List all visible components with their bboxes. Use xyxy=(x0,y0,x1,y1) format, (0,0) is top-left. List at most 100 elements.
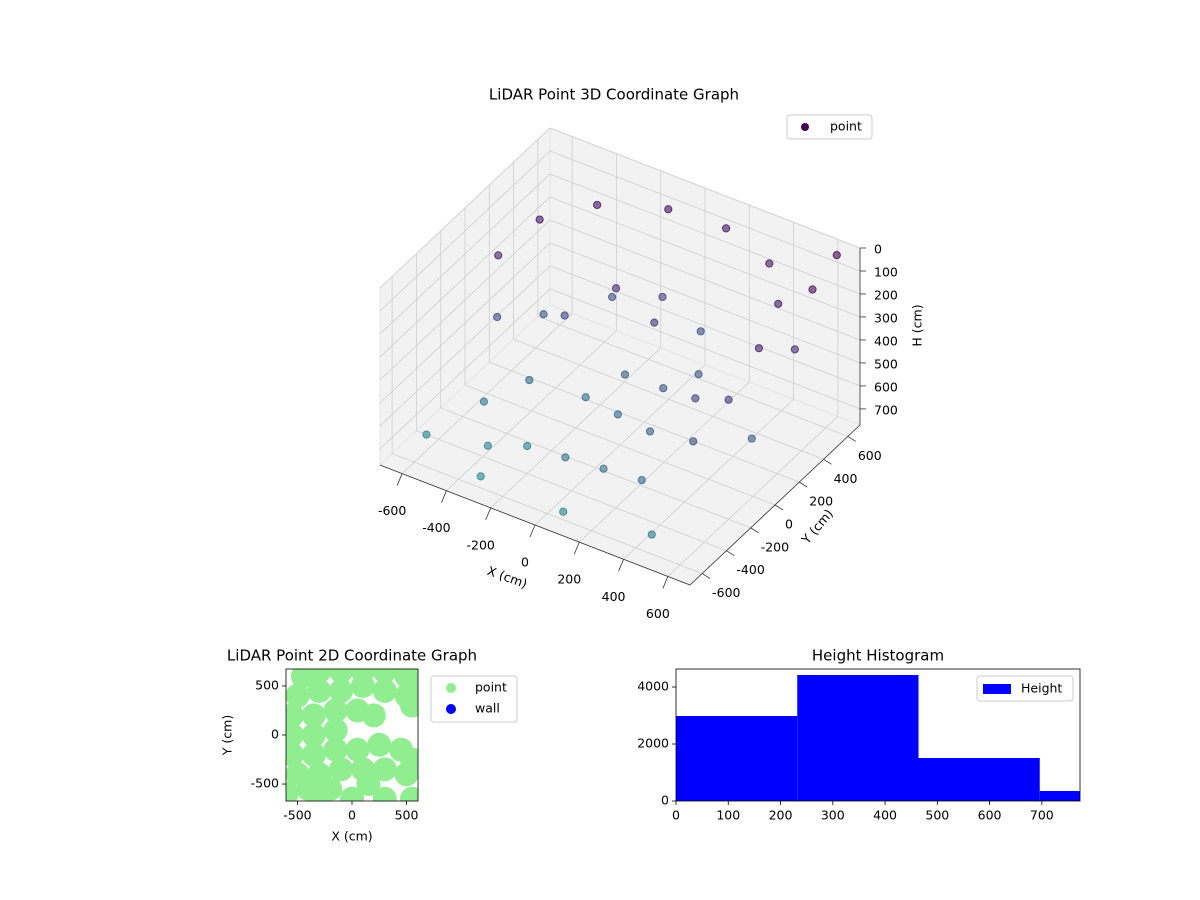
point xyxy=(650,318,659,327)
z-grid-line xyxy=(379,173,551,335)
legend-label: point xyxy=(830,119,862,134)
bar xyxy=(676,716,798,801)
point xyxy=(790,345,799,354)
z-tick-label: 300 xyxy=(874,310,898,325)
point xyxy=(422,430,431,439)
point xyxy=(301,723,326,747)
point xyxy=(611,284,621,293)
z-tick-label: 400 xyxy=(874,333,898,348)
y-tick-label: 600 xyxy=(858,448,882,463)
point xyxy=(483,441,492,450)
legend-box xyxy=(976,675,1074,702)
y-tick-label: 0 xyxy=(785,517,793,532)
point xyxy=(329,669,354,684)
bar xyxy=(1039,790,1080,801)
x-tick-label: 400 xyxy=(602,589,626,604)
point xyxy=(691,394,700,403)
x-tick-label: 600 xyxy=(978,808,1002,823)
x-tick xyxy=(529,524,536,538)
legend-marker xyxy=(801,123,809,131)
z-grid-line xyxy=(549,127,861,249)
point xyxy=(754,344,764,353)
y-tick xyxy=(774,504,784,511)
y-tick-label: 200 xyxy=(809,494,833,509)
x-tick-label: 0 xyxy=(521,555,529,570)
point xyxy=(664,205,673,214)
point xyxy=(593,200,602,210)
point xyxy=(323,737,348,762)
y-tick-label: 2000 xyxy=(637,736,669,751)
x-tick-label: 700 xyxy=(1030,808,1054,823)
point xyxy=(808,285,817,294)
point xyxy=(400,693,418,718)
z-grid-line xyxy=(379,150,551,312)
y-grid-line xyxy=(489,361,800,483)
y-tick-label: -400 xyxy=(736,562,764,577)
point xyxy=(724,395,733,404)
y-grid-line xyxy=(513,338,824,460)
point xyxy=(307,678,332,703)
point xyxy=(658,292,667,302)
point xyxy=(323,718,348,743)
y-tick xyxy=(847,436,857,442)
y-grid-line xyxy=(464,384,776,506)
y-tick xyxy=(799,481,808,488)
point xyxy=(559,507,568,516)
axes-frame xyxy=(285,668,419,802)
x-tick-label: 200 xyxy=(769,808,793,823)
x-tick-label: 0 xyxy=(348,808,356,823)
legend-marker xyxy=(446,683,456,693)
x-tick-label: 0 xyxy=(672,808,680,823)
z-tick-label: 500 xyxy=(874,356,898,371)
point xyxy=(560,311,569,320)
y-tick xyxy=(701,573,711,579)
point xyxy=(832,251,841,260)
y-axis-line xyxy=(689,424,861,586)
x-tick-label: 300 xyxy=(821,808,845,823)
point xyxy=(323,698,348,723)
point xyxy=(765,259,774,268)
x-axis-label: X (cm) xyxy=(331,829,372,844)
y-grid-line xyxy=(537,316,849,437)
y-tick-label: -600 xyxy=(712,585,740,600)
y-tick xyxy=(726,550,735,557)
z-grid-line xyxy=(379,219,551,381)
point xyxy=(372,678,397,703)
legend-box xyxy=(430,675,518,723)
point xyxy=(696,327,705,336)
y-tick-label: 4000 xyxy=(637,679,669,694)
point xyxy=(645,427,655,436)
z-grid-line xyxy=(549,219,861,341)
point xyxy=(372,786,397,801)
point xyxy=(286,683,310,708)
x-tick xyxy=(396,473,403,486)
point xyxy=(286,723,304,747)
axes-frame xyxy=(675,668,1081,802)
y-tick-label: 500 xyxy=(255,677,279,692)
y-grid-line xyxy=(416,430,727,552)
z-grid-line xyxy=(549,288,861,410)
point xyxy=(307,669,332,684)
point xyxy=(340,786,364,801)
point xyxy=(329,678,354,703)
z-grid-line xyxy=(549,242,861,364)
point xyxy=(747,434,756,443)
chart-title: Height Histogram xyxy=(812,647,944,665)
y-tick xyxy=(750,527,759,534)
point xyxy=(581,393,590,402)
point xyxy=(286,742,304,767)
z-tick-label: 700 xyxy=(874,402,898,417)
z-grid-line xyxy=(379,288,551,450)
bar xyxy=(797,675,919,801)
x-tick-label: 400 xyxy=(873,808,897,823)
point xyxy=(286,703,304,728)
x-tick-label: 600 xyxy=(646,606,670,621)
x-tick-label: -400 xyxy=(422,520,450,535)
point xyxy=(694,370,703,379)
legend-swatch xyxy=(983,684,1011,694)
y-grid-line xyxy=(391,453,703,574)
point xyxy=(647,530,656,539)
x-tick-label: 500 xyxy=(925,808,949,823)
legend-label: wall xyxy=(475,701,500,716)
